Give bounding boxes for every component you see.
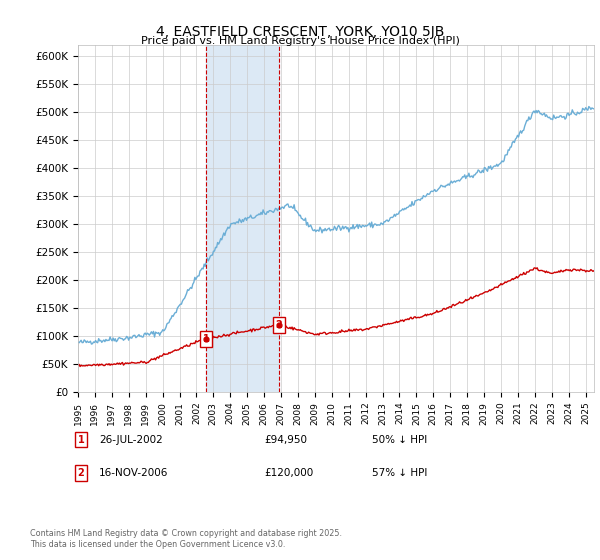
Text: 2: 2 xyxy=(77,468,85,478)
Bar xyxy=(206,45,279,392)
Text: 26-JUL-2002: 26-JUL-2002 xyxy=(99,435,163,445)
Text: £94,950: £94,950 xyxy=(264,435,307,445)
Text: 50% ↓ HPI: 50% ↓ HPI xyxy=(372,435,427,445)
Text: 16-NOV-2006: 16-NOV-2006 xyxy=(99,468,169,478)
Text: 4, EASTFIELD CRESCENT, YORK, YO10 5JB: 4, EASTFIELD CRESCENT, YORK, YO10 5JB xyxy=(156,25,444,39)
Text: 2: 2 xyxy=(275,320,283,330)
Text: 1: 1 xyxy=(77,435,85,445)
Text: Contains HM Land Registry data © Crown copyright and database right 2025.
This d: Contains HM Land Registry data © Crown c… xyxy=(30,529,342,549)
Text: Price paid vs. HM Land Registry's House Price Index (HPI): Price paid vs. HM Land Registry's House … xyxy=(140,36,460,46)
Text: 57% ↓ HPI: 57% ↓ HPI xyxy=(372,468,427,478)
Text: £120,000: £120,000 xyxy=(264,468,313,478)
Text: 1: 1 xyxy=(203,334,209,344)
